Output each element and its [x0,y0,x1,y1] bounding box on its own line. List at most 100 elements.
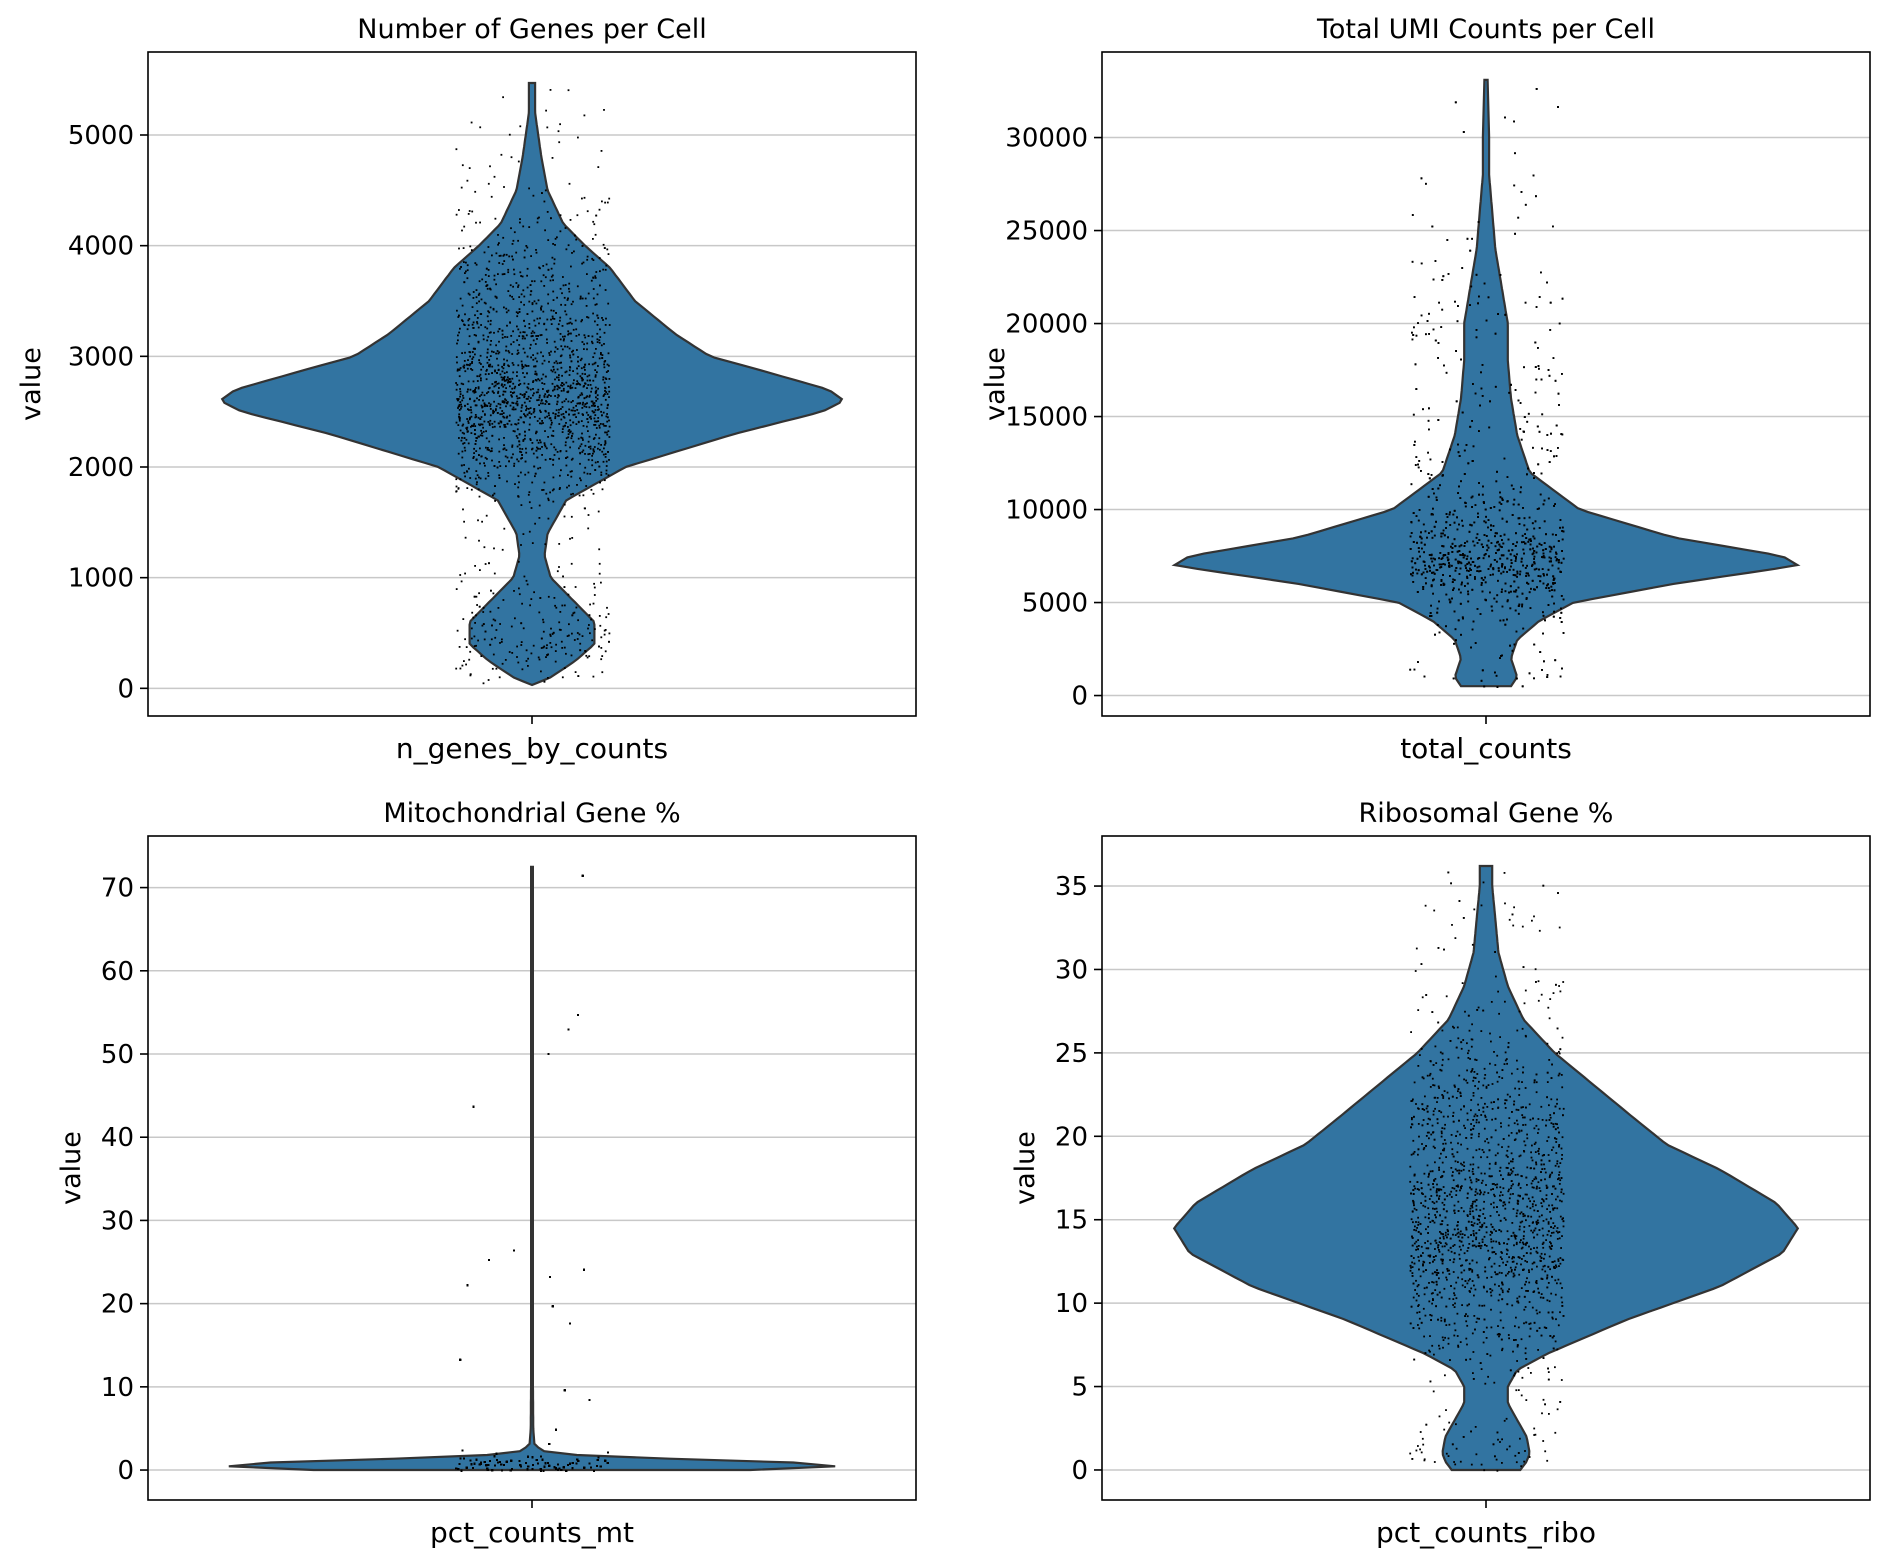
data-point [1487,546,1490,549]
data-point [534,472,537,475]
data-point [598,357,601,360]
data-point [558,141,561,144]
data-point [543,383,546,385]
data-point [1455,350,1457,352]
data-point [492,409,494,412]
data-point [1445,371,1448,374]
data-point [577,360,579,363]
data-point [503,425,506,428]
data-point [1458,550,1461,552]
data-point [1437,419,1440,421]
data-point [604,390,606,392]
data-point [1481,364,1484,366]
data-point [581,407,584,409]
data-point [1474,642,1477,644]
data-point [487,472,490,474]
data-point [571,432,574,435]
data-point [1441,557,1444,559]
data-point [594,628,596,630]
data-point [523,382,526,385]
data-point [505,405,507,408]
data-point [550,627,552,630]
data-point [1522,548,1525,551]
data-point [533,280,536,283]
data-point [571,386,574,389]
data-point [501,410,504,412]
data-point [556,296,558,299]
data-point [546,126,549,129]
data-point [601,200,603,203]
data-point [1534,366,1537,368]
data-point [1557,559,1560,561]
data-point [1475,329,1478,331]
data-point [1467,462,1470,465]
data-point [1474,504,1477,506]
data-point [521,367,524,370]
data-point [1493,597,1496,600]
data-point [493,572,496,575]
data-point [524,473,527,476]
data-point [522,372,524,374]
data-point [475,296,478,299]
data-point [607,302,610,305]
data-point [511,295,513,298]
data-point [521,457,523,459]
data-point [466,390,469,393]
data-point [472,291,475,293]
data-point [1525,575,1527,577]
data-point [497,382,500,385]
data-point [518,481,520,484]
data-point [587,527,590,530]
data-point [565,381,568,384]
data-point [516,437,519,439]
data-point [592,288,595,290]
data-point [1456,550,1459,553]
data-point [558,543,561,545]
data-point [1535,567,1538,570]
data-point [571,537,574,539]
data-point [1418,460,1421,462]
data-point [584,444,587,447]
data-point [1534,391,1537,394]
data-point [497,402,500,405]
data-point [525,405,527,408]
data-point [601,414,603,417]
data-point [1478,539,1481,541]
data-point [1557,106,1559,108]
data-point [600,474,603,476]
data-point [460,580,463,583]
data-point [491,624,493,627]
data-point [1498,509,1501,512]
data-point [470,432,473,434]
data-point [1549,560,1552,563]
data-point [1553,505,1555,507]
data-point [459,401,462,403]
data-point [573,379,575,382]
data-point [1422,586,1425,588]
data-point [596,371,598,374]
data-point [474,404,477,407]
data-point [508,351,511,354]
data-point [557,130,560,133]
data-point [552,435,555,437]
data-point [584,650,586,652]
data-point [572,300,574,303]
data-point [1504,566,1506,569]
y-tick-label: 20000 [1005,310,1088,340]
data-point [1529,538,1532,540]
data-point [1553,602,1555,605]
data-point [502,599,505,601]
data-point [579,297,582,300]
data-point [593,437,596,439]
data-point [1428,554,1431,556]
data-point [480,429,482,432]
data-point [512,258,514,261]
data-point [505,345,508,348]
data-point [567,433,570,436]
data-point [466,431,469,433]
data-point [582,449,585,452]
data-point [1559,675,1562,678]
data-point [560,469,562,472]
data-point [591,404,593,407]
data-point [1490,524,1492,527]
